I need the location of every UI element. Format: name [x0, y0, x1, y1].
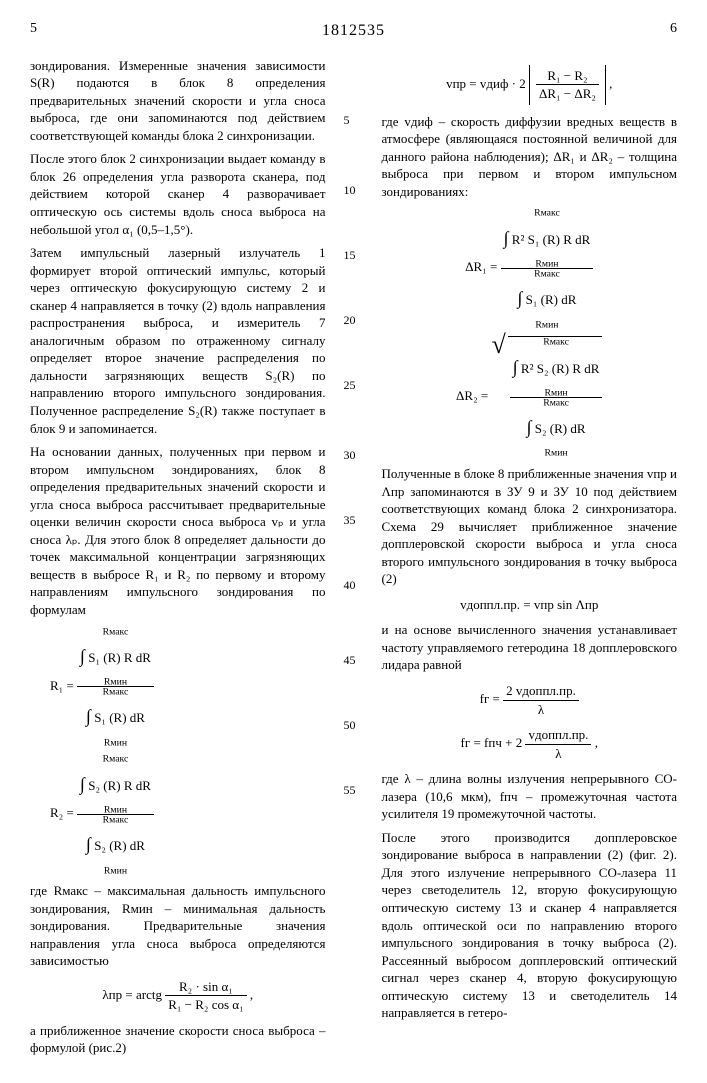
- line-number: 15: [344, 247, 356, 263]
- line-number: 35: [344, 512, 356, 528]
- page-number-left: 5: [30, 20, 37, 42]
- paragraph: где vдиф – скорость диффузии вредных вещ…: [382, 113, 678, 201]
- lhs: vпр = vдиф · 2: [446, 76, 526, 91]
- formula-lambda: λпр = arctg R₂ · sin α₁ R₁ − R₂ cos α₁ ,: [30, 978, 326, 1014]
- line-number: 20: [344, 312, 356, 328]
- line-number: 45: [344, 652, 356, 668]
- patent-number: 1812535: [322, 20, 385, 42]
- formula-fg1: fг = 2 vдоппл.пр. λ: [382, 682, 678, 718]
- formula-vpr: vпр = vдиф · 2 R₁ − R₂ ΔR₁ − ΔR₂ ,: [382, 65, 678, 105]
- lhs: ΔR₁ =: [465, 259, 497, 274]
- lhs: ΔR₂ =: [456, 388, 488, 403]
- paragraph: Полученные в блоке 8 приближенные значен…: [382, 465, 678, 588]
- line-number: 25: [344, 377, 356, 393]
- line-number: 30: [344, 447, 356, 463]
- line-number: 50: [344, 717, 356, 733]
- formula-vdoppl: vдоппл.пр. = vпр sin Λпр: [382, 596, 678, 614]
- line-number-gutter: 5 10 15 20 25 30 35 40 45 50 55: [344, 57, 364, 1063]
- paragraph: После этого блок 2 синхронизации выдает …: [30, 150, 326, 238]
- paragraph: Затем импульсный лазерный излучатель 1 ф…: [30, 244, 326, 437]
- two-column-layout: зондирования. Измеренные значения зависи…: [30, 57, 677, 1063]
- formula-r2: R₂ = Rмакс ∫ S₂ (R) R dR Rмин Rмакс ∫ S₂…: [50, 754, 326, 874]
- paragraph: зондирования. Измеренные значения зависи…: [30, 57, 326, 145]
- line-number: 55: [344, 782, 356, 798]
- line-number: 5: [344, 112, 350, 128]
- page-header: 5 1812535 6: [30, 20, 677, 42]
- lhs: R₁ =: [50, 677, 74, 692]
- right-column: vпр = vдиф · 2 R₁ − R₂ ΔR₁ − ΔR₂ , где v…: [382, 57, 678, 1063]
- lhs: R₂ =: [50, 805, 74, 820]
- formula-dr2: ΔR₂ = √ Rмакс ∫ R² S₂ (R) R dR Rмин Rмак…: [382, 336, 678, 457]
- paragraph: На основании данных, полученных при перв…: [30, 443, 326, 618]
- left-column: зондирования. Измеренные значения зависи…: [30, 57, 326, 1063]
- paragraph: После этого производится допплеровское з…: [382, 829, 678, 1022]
- paragraph: и на основе вычисленного значения устана…: [382, 621, 678, 674]
- line-number: 40: [344, 577, 356, 593]
- line-number: 10: [344, 182, 356, 198]
- formula-r1: R₁ = Rмакс ∫ S₁ (R) R dR Rмин Rмакс ∫ S₁…: [50, 627, 326, 747]
- page-number-right: 6: [670, 20, 677, 42]
- formula-dr1: ΔR₁ = Rмакс ∫ R² S₁ (R) R dR Rмин Rмакс …: [382, 208, 678, 328]
- formula-fg2: fг = fпч + 2 vдоппл.пр. λ ,: [382, 726, 678, 762]
- lhs: fг =: [480, 691, 500, 706]
- lhs: fг = fпч + 2: [461, 735, 523, 750]
- paragraph: а приближенное значение скорости сноса в…: [30, 1022, 326, 1057]
- paragraph: где Rмакс – максимальная дальность импул…: [30, 882, 326, 970]
- paragraph: где λ – длина волны излучения непрерывно…: [382, 770, 678, 823]
